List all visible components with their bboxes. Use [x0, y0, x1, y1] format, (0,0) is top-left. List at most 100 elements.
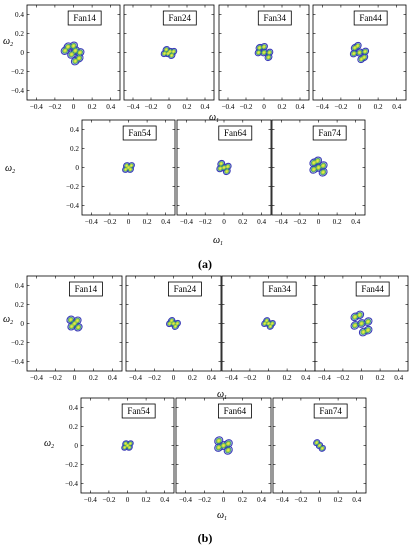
x-tick-label: 0.4	[394, 374, 403, 382]
x-tick-label: 0.4	[108, 374, 117, 382]
x-tick-label: 0	[167, 103, 171, 111]
y-tick-label: 0.2	[69, 423, 78, 431]
x-tick-label: 0.2	[142, 496, 151, 504]
contour-lobe	[77, 57, 81, 60]
x-tick-label: 0.2	[89, 374, 98, 382]
y-tick-label: −0.4	[11, 358, 24, 366]
contour-lobe	[220, 162, 223, 165]
y-tick-label: 0.4	[15, 11, 24, 19]
y-tick-label: 0.2	[15, 30, 24, 38]
fan-label-box	[122, 125, 157, 141]
plot-fan44-a: −0.4 −0.2 0 0.2 0.4 Fan44	[312, 4, 407, 111]
contour-lobe	[322, 171, 325, 174]
contour-lobe	[360, 58, 363, 61]
x-tick-label: −0.4	[318, 374, 331, 382]
contour-lobe	[130, 164, 133, 167]
fan-label-box	[162, 10, 197, 26]
contour-lobe	[66, 45, 70, 48]
x-tick-label: −0.4	[129, 374, 142, 382]
contour-lobe	[265, 48, 274, 57]
contour-lobe	[72, 44, 75, 47]
x-tick-label: −0.4	[179, 496, 192, 504]
x-tick-label: −0.4	[225, 374, 238, 382]
contour-lobe	[165, 48, 168, 51]
contour-lobe	[366, 329, 370, 332]
x-tick-label: 0	[126, 496, 130, 504]
panel-b-xlabel: ω1	[217, 389, 227, 401]
fan-label: Fan14	[73, 13, 96, 23]
plot-fan24-a: −0.4 −0.2 0 0.2 0.4 Fan24	[123, 4, 215, 111]
x-tick-label: −0.4	[85, 218, 98, 226]
contour-lobe	[321, 447, 324, 450]
plot-fan14-b: −0.4 −0.2 0 0.2 0.4 0.4 0.2 0 −0.2 −0.4 Fan14	[11, 275, 123, 382]
fan-label: Fan44	[361, 284, 384, 294]
panel-b-ylabel: ω2	[3, 314, 13, 326]
contour-lobe	[227, 449, 230, 452]
contour-blob	[160, 45, 178, 60]
contour-blob	[254, 42, 274, 62]
contour-lobe	[263, 45, 265, 48]
y-tick-label: −0.2	[65, 461, 78, 469]
x-tick-label: 0.2	[283, 374, 292, 382]
contour-lobe	[353, 46, 356, 49]
contour-lobe	[257, 51, 260, 54]
contour-lobe	[263, 51, 265, 54]
fan-label: Fan24	[169, 13, 192, 23]
contour-blob	[349, 41, 370, 64]
contour-lobe	[163, 52, 166, 55]
x-tick-label: 0.4	[257, 218, 266, 226]
contour-lobe	[124, 168, 127, 171]
contour-blob	[216, 159, 232, 176]
contour-lobe	[352, 52, 355, 55]
contour-lobe	[263, 322, 266, 325]
contour-lobe	[363, 56, 366, 59]
panel-b-ylabel-row2: ω2	[44, 438, 54, 450]
contour-lobe	[322, 164, 325, 167]
contour-lobe	[123, 446, 126, 449]
contour-lobe	[363, 317, 373, 326]
x-tick-label: 0.2	[374, 103, 383, 111]
panel-b-xlabel-row2: ω1	[217, 510, 227, 522]
y-tick-label: 0.4	[15, 282, 24, 290]
fan-label: Fan14	[75, 284, 98, 294]
contour-lobe	[353, 324, 357, 327]
contour-blob	[121, 440, 134, 451]
x-tick-label: −0.2	[293, 218, 306, 226]
plot-fan54-b: −0.4 −0.2 0 0.2 0.4 0.4 0.2 0 −0.2 −0.4 Fan54	[65, 397, 175, 504]
contour-lobe	[312, 161, 315, 164]
plot-fan74-a: −0.4 −0.2 0 0.2 0.4 Fan74	[271, 119, 366, 226]
fan-label: Fan54	[128, 128, 151, 138]
fan-label: Fan44	[359, 13, 382, 23]
contour-lobe	[226, 165, 229, 168]
x-tick-label: 0	[267, 374, 271, 382]
contour-lobe	[358, 51, 361, 54]
x-tick-label: 0	[317, 218, 321, 226]
contour-lobe	[312, 168, 315, 171]
fan-label-box	[313, 403, 348, 419]
y-tick-label: 0.2	[70, 145, 79, 153]
x-tick-label: −0.4	[180, 218, 193, 226]
fan-label: Fan64	[224, 128, 247, 138]
contour-blob	[350, 310, 373, 337]
contour-lobe	[168, 322, 171, 325]
contour-blob	[122, 162, 135, 173]
fan-label: Fan34	[264, 13, 287, 23]
x-tick-label: 0.4	[207, 374, 216, 382]
contour-lobe	[317, 166, 320, 169]
x-tick-label: −0.2	[144, 103, 157, 111]
contour-lobe	[129, 168, 132, 171]
contour-lobe	[267, 322, 270, 325]
plots-layer: −0.4 −0.2 0 0.2 0.40.40.20−0.2−0.4Fan14−0.4−…	[11, 4, 409, 504]
contour-lobe	[176, 322, 179, 325]
fan-label-box	[121, 403, 156, 419]
contour-lobe	[316, 159, 319, 162]
contour-lobe	[168, 50, 171, 53]
plot-fan34-b: −0.4 −0.2 0 0.2 0.4 Fan34	[221, 275, 316, 382]
y-tick-label: −0.4	[66, 202, 79, 210]
contour-lobe	[128, 446, 131, 449]
x-tick-label: −0.4	[30, 103, 43, 111]
y-tick-label: 0.4	[70, 126, 79, 134]
contour-lobe	[268, 51, 271, 54]
fan-label: Fan74	[318, 128, 341, 138]
x-tick-label: 0.2	[143, 218, 152, 226]
